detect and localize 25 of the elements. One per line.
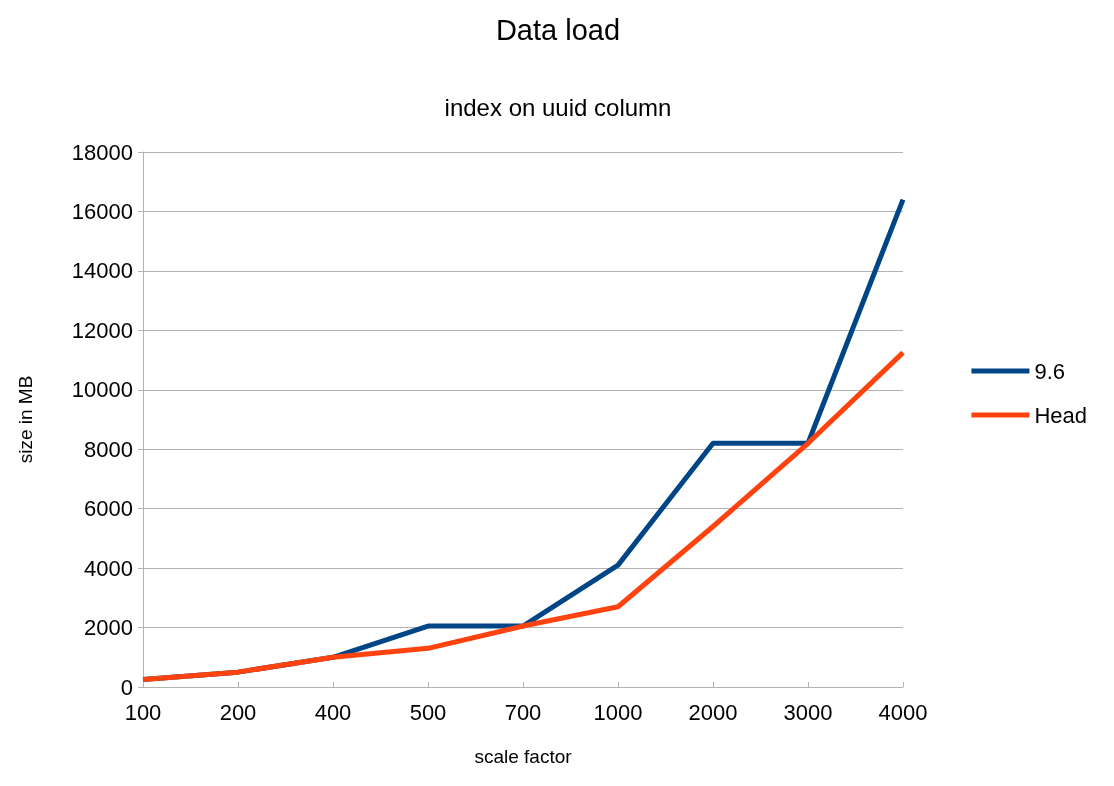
y-tick-label: 12000 [71,317,133,343]
x-tick-label: 3000 [783,699,833,725]
y-tick-label: 4000 [84,555,133,581]
y-tick-label: 6000 [84,496,133,522]
x-tick-label: 1000 [593,699,643,725]
y-tick-label: 8000 [84,436,133,462]
x-tick-label: 4000 [878,699,928,725]
y-tick-label: 14000 [71,258,133,284]
x-tick-label: 2000 [688,699,738,725]
x-tick-label: 500 [409,699,447,725]
x-tick-label: 200 [219,699,257,725]
legend-label: 9.6 [1034,358,1065,384]
x-axis-title: scale factor [474,746,573,767]
y-tick-label: 0 [120,674,133,700]
chart-title: Data load [495,13,621,46]
legend-label: Head [1034,402,1087,428]
chart-subtitle: index on uuid column [444,93,672,121]
y-tick-label: 2000 [84,615,133,641]
y-tick-label: 18000 [71,139,133,165]
y-tick-label: 16000 [71,198,133,224]
y-tick-label: 10000 [71,377,133,403]
y-axis-title: size in MB [15,375,36,464]
x-tick-label: 100 [124,699,162,725]
x-tick-label: 400 [314,699,352,725]
x-tick-label: 700 [504,699,542,725]
